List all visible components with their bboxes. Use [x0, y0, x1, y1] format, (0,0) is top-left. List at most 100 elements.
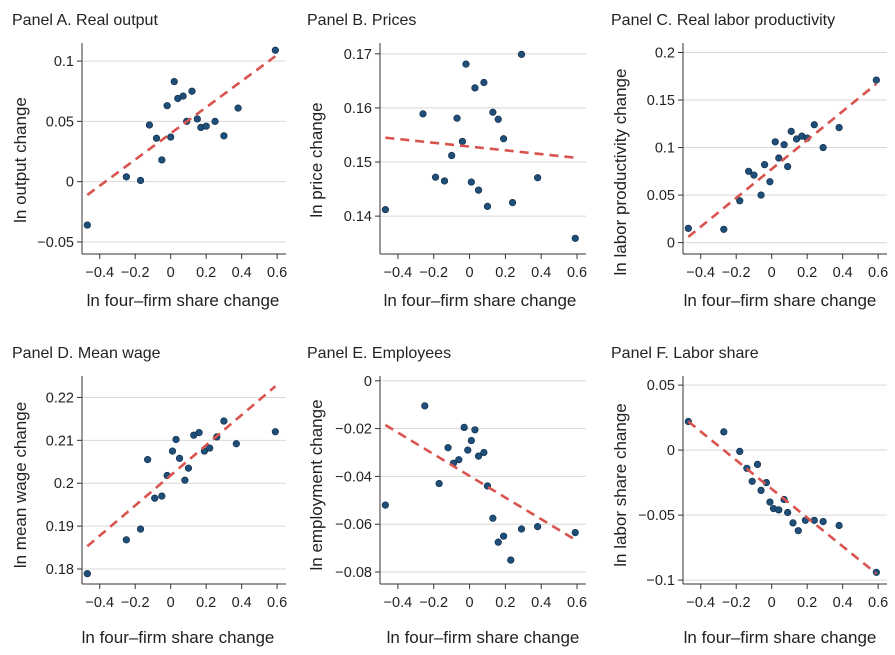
- panel-d: Panel D. Mean wage ln mean wage change l…: [11, 345, 287, 647]
- y-tick-label: 0.22: [46, 390, 74, 406]
- panel-title: Panel A. Real output: [12, 12, 158, 29]
- data-point: [172, 435, 180, 444]
- x-tick-label: −0.4: [384, 595, 413, 611]
- data-point: [872, 76, 880, 84]
- panel-title: Panel B. Prices: [307, 12, 416, 29]
- y-tick-label: −0.05: [638, 508, 675, 524]
- data-point: [748, 477, 756, 485]
- y-tick-label: 0.15: [647, 93, 675, 109]
- y-axis-label: ln mean wage change: [11, 402, 30, 568]
- panel-c: Panel C. Real labor productivity ln labo…: [611, 12, 888, 310]
- data-point: [220, 132, 228, 140]
- data-point: [480, 78, 488, 87]
- data-point: [145, 121, 154, 129]
- data-point: [810, 121, 818, 129]
- x-tick-label: 0: [466, 265, 474, 281]
- data-point: [784, 162, 792, 171]
- data-point: [517, 525, 526, 533]
- y-tick-label: 0.15: [344, 155, 372, 171]
- data-point: [170, 77, 178, 86]
- x-tick-label: 0.4: [531, 595, 551, 611]
- x-tick-label: −0.4: [384, 265, 413, 281]
- data-point: [179, 92, 187, 100]
- data-point: [175, 454, 184, 462]
- data-point: [736, 447, 744, 456]
- x-tick-label: 0: [466, 595, 474, 611]
- data-point: [158, 492, 166, 500]
- data-point: [760, 161, 769, 169]
- data-point: [757, 486, 765, 495]
- data-point: [152, 134, 161, 142]
- data-point: [440, 177, 449, 185]
- data-point: [494, 538, 502, 546]
- data-point: [421, 402, 429, 410]
- y-tick-label: −0.06: [335, 517, 372, 533]
- data-point: [684, 224, 692, 232]
- plot-area: 0.14 0.15 0.16 0.17 −0.4 −0.2 0 0.2 0.4 0.6: [344, 43, 587, 281]
- data-point: [453, 114, 461, 122]
- data-point: [787, 127, 795, 135]
- data-point: [789, 519, 797, 527]
- data-point: [122, 536, 130, 544]
- x-tick-label: 0.4: [232, 595, 252, 611]
- plot-area: 0 0.05 0.1 0.15 0.2 −0.4 −0.2 0 0.2 0.4 0.6: [647, 43, 888, 281]
- data-point: [83, 221, 91, 229]
- data-point: [745, 167, 753, 175]
- plot-area: 0.05 0 −0.05 −0.1 −0.4 −0.2 0 0.2 0.4 0.6: [638, 376, 888, 611]
- data-point: [517, 50, 526, 58]
- data-point: [835, 521, 843, 530]
- data-point: [458, 137, 467, 146]
- y-tick-label: 0.2: [54, 476, 74, 492]
- plot-area: 0 −0.02 −0.04 −0.06 −0.08 −0.4 −0.2 0 0.2 0.4 0.6: [335, 374, 587, 611]
- data-point: [167, 133, 175, 141]
- data-point: [757, 191, 765, 199]
- x-tick-label: −0.2: [121, 595, 150, 611]
- data-point: [775, 506, 783, 514]
- x-axis-label: ln four–firm share change: [387, 628, 580, 647]
- y-tick-label: −0.08: [335, 565, 372, 581]
- x-tick-label: −0.4: [85, 265, 114, 281]
- y-tick-label: 0: [667, 236, 675, 252]
- plot-area: 0.18 0.19 0.2 0.21 0.22 −0.4 −0.2 0 0.2 0.4 0.6: [46, 376, 287, 611]
- data-point: [271, 428, 279, 436]
- y-axis-label: ln labor share change: [611, 403, 630, 567]
- x-tick-label: 0.6: [267, 595, 287, 611]
- y-tick-label: 0.21: [46, 433, 74, 449]
- y-tick-label: 0: [364, 374, 372, 390]
- data-point: [571, 528, 579, 537]
- data-point: [460, 423, 468, 432]
- x-axis-label: ln four–firm share change: [82, 628, 275, 647]
- x-tick-label: 0.2: [797, 265, 817, 281]
- data-point: [471, 426, 479, 434]
- x-tick-label: 0.6: [567, 265, 587, 281]
- data-point: [419, 110, 427, 118]
- data-point: [168, 447, 177, 455]
- panel-b: Panel B. Prices ln price change ln four–…: [307, 12, 587, 310]
- x-axis-label: ln four–firm share change: [684, 291, 877, 310]
- x-axis-label: ln four–firm share change: [684, 628, 877, 647]
- x-tick-label: 0.4: [833, 265, 853, 281]
- data-point: [494, 115, 502, 123]
- data-point: [775, 154, 783, 162]
- x-tick-label: 0.6: [567, 595, 587, 611]
- x-axis-label: ln four–firm share change: [384, 291, 577, 310]
- y-tick-label: 0.17: [344, 47, 372, 63]
- x-tick-label: −0.4: [686, 265, 715, 281]
- data-point: [794, 527, 802, 535]
- data-point: [195, 429, 203, 437]
- y-tick-label: 0.18: [46, 562, 74, 578]
- data-point: [534, 523, 542, 531]
- data-point: [234, 104, 242, 112]
- data-point: [471, 84, 479, 92]
- y-tick-label: 0.14: [344, 209, 372, 225]
- data-point: [784, 508, 792, 517]
- data-point: [780, 141, 788, 149]
- fit-line: [86, 385, 277, 548]
- y-tick-label: 0.05: [46, 114, 74, 130]
- x-tick-label: 0.2: [495, 595, 515, 611]
- y-tick-label: 0.19: [46, 519, 74, 535]
- panel-title: Panel C. Real labor productivity: [611, 12, 835, 29]
- fit-line: [687, 420, 878, 575]
- y-axis-label: ln output change: [11, 97, 30, 223]
- panel-title: Panel E. Employees: [307, 345, 451, 362]
